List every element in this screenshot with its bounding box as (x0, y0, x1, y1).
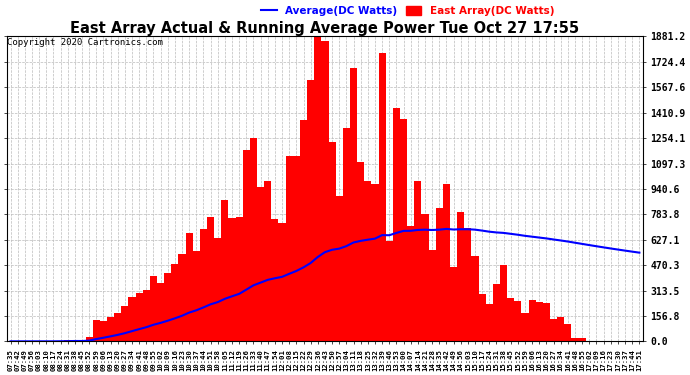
Bar (179, 254, 186, 341)
Bar (171, 264, 179, 341)
Text: Copyright 2020 Cartronics.com: Copyright 2020 Cartronics.com (7, 38, 163, 47)
Legend: Average(DC Watts), East Array(DC Watts): Average(DC Watts), East Array(DC Watts) (257, 2, 558, 20)
Bar (328, 142, 335, 341)
Bar (186, 233, 193, 341)
Bar (221, 200, 228, 341)
Bar (571, 338, 579, 341)
Bar (322, 41, 328, 341)
Bar (435, 208, 443, 341)
Bar (443, 184, 450, 341)
Bar (514, 301, 522, 341)
Bar (586, 340, 593, 341)
Bar (143, 290, 150, 341)
Bar (128, 297, 135, 341)
Bar (150, 276, 157, 341)
Bar (371, 184, 379, 341)
Bar (386, 241, 393, 341)
Bar (293, 156, 300, 341)
Bar (543, 303, 550, 341)
Title: East Array Actual & Running Average Power Tue Oct 27 17:55: East Array Actual & Running Average Powe… (70, 21, 580, 36)
Bar (250, 138, 257, 341)
Bar (264, 181, 271, 341)
Bar (121, 306, 128, 341)
Bar (357, 162, 364, 341)
Bar (228, 217, 235, 341)
Bar (350, 68, 357, 341)
Bar (279, 223, 286, 341)
Bar (64, 340, 71, 341)
Bar (257, 188, 264, 341)
Bar (550, 320, 558, 341)
Bar (500, 265, 507, 341)
Bar (379, 53, 386, 341)
Bar (529, 300, 535, 341)
Bar (157, 283, 164, 341)
Bar (107, 317, 114, 341)
Bar (300, 120, 307, 341)
Bar (471, 256, 479, 341)
Bar (214, 238, 221, 341)
Bar (314, 0, 322, 341)
Bar (400, 119, 407, 341)
Bar (579, 338, 586, 341)
Bar (422, 214, 428, 341)
Bar (364, 181, 371, 341)
Bar (243, 150, 250, 341)
Bar (235, 217, 243, 341)
Bar (522, 313, 529, 341)
Bar (200, 229, 207, 341)
Bar (92, 320, 100, 341)
Bar (564, 324, 571, 341)
Bar (507, 298, 514, 341)
Bar (307, 80, 314, 341)
Bar (493, 284, 500, 341)
Bar (393, 108, 400, 341)
Bar (558, 317, 564, 341)
Bar (207, 217, 214, 341)
Bar (486, 304, 493, 341)
Bar (286, 156, 293, 341)
Bar (457, 212, 464, 341)
Bar (535, 302, 543, 341)
Bar (135, 293, 143, 341)
Bar (428, 250, 435, 341)
Bar (450, 267, 457, 341)
Bar (271, 219, 279, 341)
Bar (479, 294, 486, 341)
Bar (193, 251, 200, 341)
Bar (86, 337, 92, 341)
Bar (464, 228, 471, 341)
Bar (335, 196, 343, 341)
Bar (164, 273, 171, 341)
Bar (407, 226, 414, 341)
Bar (414, 182, 422, 341)
Bar (57, 340, 64, 341)
Bar (114, 312, 121, 341)
Bar (100, 321, 107, 341)
Bar (343, 128, 350, 341)
Bar (71, 340, 79, 341)
